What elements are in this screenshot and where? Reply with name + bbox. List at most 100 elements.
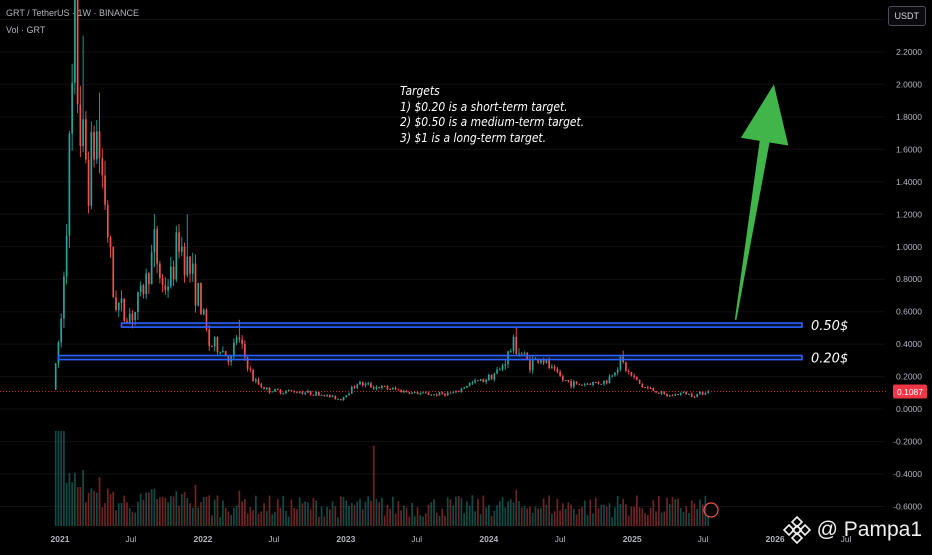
candle-body	[671, 395, 674, 397]
volume-bar	[463, 513, 466, 526]
volume-bar	[477, 498, 479, 526]
candle-body	[309, 390, 312, 395]
candle-body	[520, 353, 523, 355]
volume-bar	[112, 491, 115, 526]
volume-bar	[128, 508, 131, 526]
volume-bar	[548, 495, 550, 526]
candle-body	[616, 369, 619, 373]
volume-bar	[120, 502, 123, 526]
candle-body	[290, 390, 293, 392]
candle-body	[531, 359, 534, 371]
candle-body	[477, 380, 479, 382]
volume-bar	[161, 496, 164, 526]
volume-bar	[109, 494, 112, 526]
candle-body	[318, 392, 320, 396]
candle-body	[674, 394, 677, 396]
candle-body	[265, 387, 268, 390]
volume-bar	[216, 495, 219, 526]
volume-bar	[699, 499, 701, 526]
volume-bar	[671, 497, 674, 526]
candle-body	[507, 351, 509, 365]
candle-body	[263, 387, 265, 390]
candle-body	[148, 273, 150, 285]
volume-bar	[487, 505, 490, 526]
candle-body	[370, 383, 372, 388]
y-tick-label: 2.0000	[896, 79, 922, 89]
candle-body	[641, 383, 644, 387]
candle-body	[652, 388, 655, 392]
currency-button[interactable]: USDT	[887, 6, 926, 26]
candle-body	[655, 391, 657, 393]
volume-bar	[674, 499, 677, 526]
candle-body	[408, 392, 411, 394]
volume-bar	[397, 501, 400, 526]
volume-bar	[529, 506, 531, 526]
candle-body	[625, 362, 627, 372]
volume-bar	[191, 507, 194, 526]
candle-body	[487, 374, 490, 380]
volume-bar	[361, 509, 364, 526]
volume-bar	[326, 506, 328, 526]
x-tick-label: Jul	[411, 534, 422, 544]
candle-body	[594, 381, 597, 383]
candle-body	[455, 390, 457, 393]
candle-body	[60, 318, 63, 343]
target-medium-term: 2) $0.50 is a medium-term target.	[400, 114, 585, 129]
volume-bar	[471, 495, 474, 526]
volume-bar	[485, 507, 487, 526]
candle-body	[578, 383, 581, 385]
x-tick-label: 2026	[766, 534, 785, 544]
volume-bar	[430, 502, 433, 526]
candle-body	[501, 365, 504, 370]
volume-bar	[446, 497, 449, 526]
candle-body	[216, 337, 219, 353]
candle-body	[537, 358, 540, 363]
candle-body	[285, 390, 287, 394]
volume-bar	[249, 507, 252, 526]
candle-body	[668, 395, 671, 397]
volume-bar	[408, 516, 411, 526]
volume-bar	[175, 491, 178, 526]
volume-bar	[657, 496, 660, 526]
volume-bar	[581, 506, 583, 526]
candle-body	[512, 336, 515, 352]
candle-body	[682, 391, 685, 393]
y-tick-label: 0.6000	[896, 307, 922, 317]
volume-bar	[98, 477, 101, 526]
candle-body	[326, 394, 328, 397]
volume-bar	[178, 505, 180, 526]
candle-body	[137, 291, 139, 312]
volume-bar	[572, 508, 575, 526]
volume-bar	[359, 498, 361, 526]
binance-diamond-logo-icon	[782, 516, 811, 544]
volume-bar	[345, 500, 348, 526]
y-tick-label: 0.2000	[896, 372, 922, 382]
x-tick-label: Jul	[268, 534, 279, 544]
candle-body	[696, 394, 699, 397]
target-zone-label: 0.20$	[811, 352, 848, 367]
candle-body	[381, 385, 383, 389]
volume-bar	[438, 515, 441, 526]
volume-bar	[159, 497, 161, 526]
volume-bar	[512, 502, 515, 526]
volume-bar	[564, 508, 567, 526]
volume-bar	[287, 516, 290, 526]
candle-body	[320, 394, 323, 396]
volume-bar	[233, 507, 235, 526]
candle-body	[167, 286, 169, 291]
volume-bar	[663, 511, 666, 526]
candle-body	[444, 393, 446, 396]
candle-body	[605, 380, 608, 384]
current-price-badge	[893, 384, 927, 399]
volume-bar	[350, 502, 353, 526]
volume-bar	[241, 501, 243, 526]
volume-bar	[493, 510, 496, 526]
candle-body	[378, 387, 381, 389]
candle-body	[282, 393, 285, 395]
candle-body	[205, 309, 208, 330]
candle-body	[90, 132, 93, 206]
candle-body	[392, 387, 394, 390]
volume-bar	[372, 445, 375, 526]
